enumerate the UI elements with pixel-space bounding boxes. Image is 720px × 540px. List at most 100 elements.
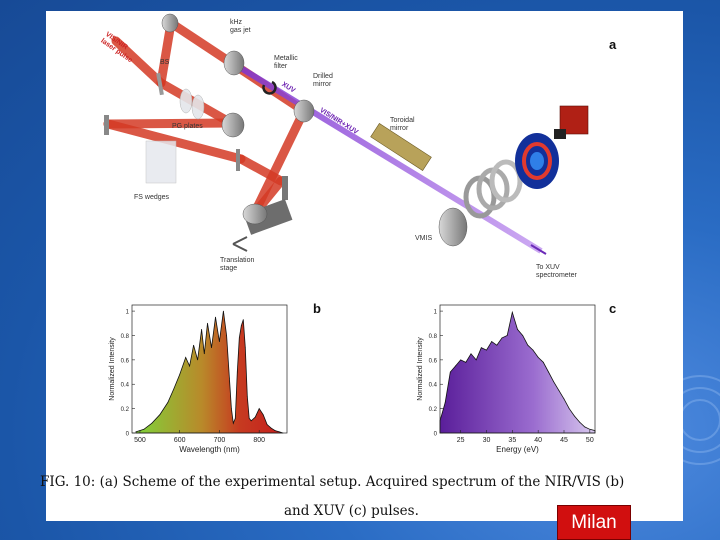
data-point [167,402,169,403]
data-point [230,408,232,410]
data-point [532,349,534,351]
chart-nir-vis-spectrum: 500 600 700 800 0 0.2 0.4 0.6 0.8 1 Wavelength (nm… [109,304,288,454]
x-tick-label: 25 [457,437,465,444]
y-tick-label: 0 [126,432,130,438]
data-point [501,337,503,339]
optics [104,13,589,252]
y-tick-label: 1 [434,310,438,316]
chart-xuv-spectrum: 25 30 35 40 45 50 0 0.2 0.4 0.6 0.8 1 Energy (eV) Nor… [417,304,596,454]
data-point [537,357,539,358]
data-point [223,310,224,312]
data-point [185,357,187,358]
data-point [201,328,202,330]
data-point [215,316,216,318]
data-point [486,349,487,351]
y-axis-label: Normalized Intensity [109,337,116,401]
x-tick-label: 500 [134,437,146,444]
x-tick-label: 50 [586,437,594,444]
y-tick-label: 0.4 [121,383,130,389]
y-tick-label: 0.2 [429,407,438,413]
data-point [278,431,280,433]
data-point [470,353,472,355]
data-point [234,417,236,419]
data-point [242,319,244,321]
label-toroidal-mirror: Toroidal mirror [390,117,415,132]
data-point [584,426,586,428]
data-point [589,428,591,430]
data-point [179,374,181,375]
y-tick-label: 0.4 [429,383,438,389]
label-xuv-spectrometer: To XUV spectrometer [536,264,577,279]
label-pg-plates: PG plates [172,123,203,130]
data-point [151,422,153,424]
data-point [258,408,260,410]
data-point [511,311,513,313]
y-tick-label: 0.2 [121,407,130,413]
x-tick-label: 30 [483,437,491,444]
data-point [579,421,580,423]
data-point [465,361,467,363]
label-fs-wedges: FS wedges [134,194,170,201]
x-tick-label: 800 [253,437,265,444]
y-tick-label: 0 [434,432,438,438]
data-point [270,427,272,429]
data-point [568,408,570,410]
data-point [236,371,238,373]
y-tick-label: 0.8 [121,334,130,340]
label-drilled-mirror: Drilled mirror [313,73,333,88]
y-tick-label: 0.8 [429,334,438,340]
label-bs: BS [160,59,170,66]
label-gas-jet: kHz gas jet [230,19,251,34]
panel-label-a: a [609,37,617,52]
y-tick-label: 0.6 [429,358,438,364]
axes-frame [131,304,288,434]
data-point [248,417,250,419]
y-tick-label: 0.6 [121,358,130,364]
data-point [203,353,205,355]
data-point [522,335,524,336]
data-point [254,416,256,418]
label-vmis: VMIS [415,235,433,242]
data-point [527,344,529,346]
y-tick-label: 1 [126,310,130,316]
data-point [238,337,240,339]
data-point [506,335,508,336]
figure-caption-line2: and XUV (c) pulses. [284,503,419,519]
data-point [563,398,565,400]
data-point [189,365,191,367]
spectrum-area [135,311,284,434]
x-tick-label: 600 [174,437,186,444]
x-axis-label: Energy (eV) [496,445,539,454]
data-point [207,322,208,324]
data-point [135,431,137,433]
x-tick-label: 35 [508,437,516,444]
spectrum-area [439,310,596,434]
data-point [517,328,518,330]
data-point [542,361,544,363]
data-point [449,371,451,373]
data-point [240,325,242,327]
data-point [228,377,230,379]
data-point [455,365,456,367]
data-point [444,402,446,403]
data-point [197,359,198,361]
panel-label-c: c [609,301,617,316]
slide-content: VIS/NIR laser pulse BS kHz gas jet Metal… [40,11,683,521]
data-point [244,347,246,349]
data-point [266,424,268,425]
data-point [274,430,276,431]
data-point [460,359,462,361]
data-point [173,388,175,390]
data-point [553,381,555,383]
data-point [548,371,549,373]
data-point [193,344,195,346]
milan-badge: Milan [557,505,631,540]
axes-frame [439,304,596,434]
figure-caption-line1: FIG. 10: (a) Scheme of the experimental … [40,474,625,490]
data-point [262,414,264,416]
data-point [143,428,145,430]
data-point [573,415,575,417]
data-point [250,420,252,422]
x-axis-label: Wavelength (nm) [179,445,240,454]
setup-scheme [103,13,589,255]
